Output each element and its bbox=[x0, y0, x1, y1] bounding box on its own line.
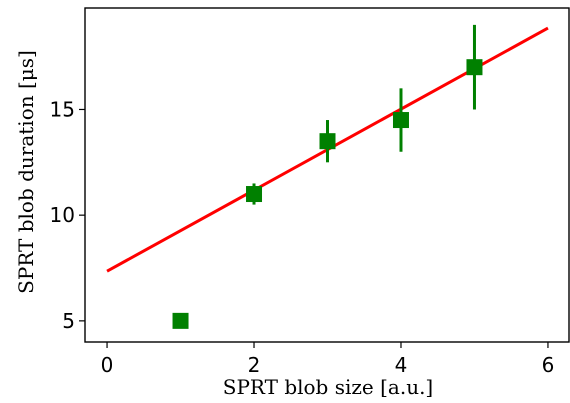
y-axis-label: SPRT blob duration [μs] bbox=[14, 50, 38, 294]
y-tick-label: 5 bbox=[62, 309, 75, 333]
data-point bbox=[466, 59, 483, 76]
y-tick-label: 15 bbox=[50, 97, 75, 121]
y-axis: 5 10 15 bbox=[50, 97, 85, 333]
data-point bbox=[172, 312, 189, 329]
y-tick-label: 10 bbox=[50, 203, 75, 227]
x-tick-label: 2 bbox=[248, 353, 261, 377]
x-axis: 0 2 4 6 bbox=[101, 342, 555, 377]
x-tick-label: 6 bbox=[542, 353, 555, 377]
data-point bbox=[392, 112, 409, 129]
data-point bbox=[319, 133, 336, 150]
plot-frame bbox=[84, 7, 570, 343]
x-tick-label: 4 bbox=[395, 353, 408, 377]
plot-area bbox=[84, 7, 570, 343]
x-tick-label: 0 bbox=[101, 353, 114, 377]
data-point bbox=[246, 186, 263, 203]
x-axis-label: SPRT blob size [a.u.] bbox=[223, 375, 433, 399]
